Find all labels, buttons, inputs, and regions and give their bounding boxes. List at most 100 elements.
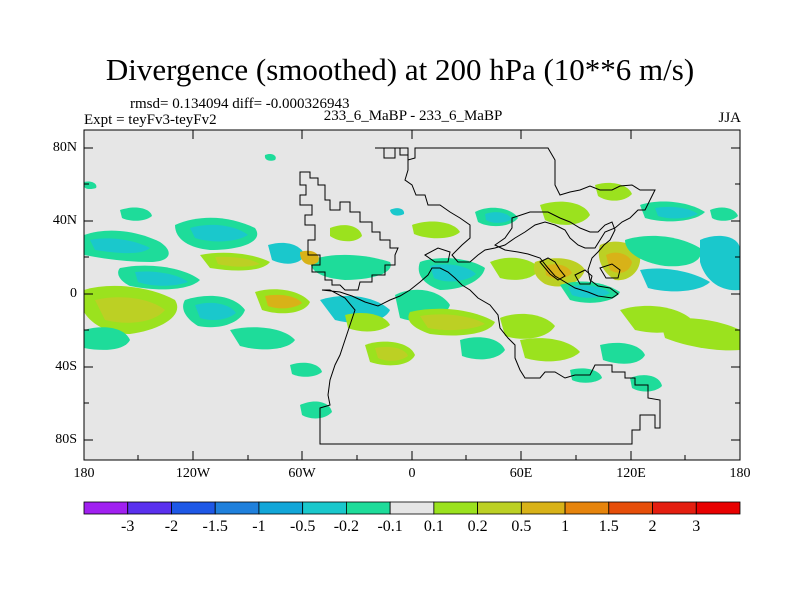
contour-blob (84, 181, 97, 190)
contour-blob (300, 250, 319, 265)
contour-blob (375, 346, 408, 361)
contour-blob (630, 375, 662, 392)
contour-blob (606, 252, 632, 273)
colorbar-swatch (83, 501, 129, 515)
contour-blob (655, 206, 698, 219)
landmass-outline (383, 148, 396, 159)
colorbar-swatch (389, 501, 435, 515)
colorbar (83, 501, 741, 515)
colorbar-label: -3 (121, 518, 135, 535)
lon-label-60e: 60E (509, 466, 533, 481)
contour-blob (90, 238, 150, 254)
colorbar-swatch (608, 501, 653, 515)
contour-blob (345, 313, 390, 332)
contour-blob (490, 257, 540, 280)
contour-blob (568, 285, 610, 298)
lat-label-80s: 80S (55, 432, 77, 447)
landmass-outline (424, 247, 451, 263)
axis-ticks (84, 130, 740, 460)
colorbar-swatch (127, 501, 172, 515)
colorbar-swatch (695, 501, 741, 515)
contour-blob (120, 207, 152, 221)
contour-blob (95, 297, 165, 323)
season-label: JJA (718, 110, 741, 126)
colorbar-label: -1 (252, 518, 266, 535)
lat-label-80n: 80N (52, 140, 77, 155)
colorbar-swatch (520, 501, 566, 515)
contour-blob (412, 221, 460, 239)
contour-blob (330, 225, 362, 242)
colorbar-label: 0.2 (467, 518, 488, 535)
contour-blob (640, 268, 710, 292)
colorbar-label: 0.5 (511, 518, 532, 535)
contour-blob (520, 338, 580, 362)
lon-label-120w: 120W (175, 466, 211, 481)
contour-blob (570, 368, 602, 383)
contour-blob (195, 302, 236, 321)
contour-blob (710, 207, 738, 221)
contour-blob (625, 235, 701, 267)
lon-label-180e: 180 (729, 466, 751, 481)
lon-label-180w: 180 (73, 466, 95, 481)
contour-blob (420, 314, 485, 331)
contour-blob (600, 342, 645, 364)
colorbar-swatch (214, 501, 260, 515)
contour-blob (485, 212, 512, 223)
colorbar-label: -0.1 (377, 518, 403, 535)
colorbar-swatch (652, 501, 697, 515)
contour-blob (290, 362, 322, 377)
contour-blob (390, 208, 405, 216)
contour-blob (135, 271, 188, 286)
landmass-outline (375, 147, 656, 263)
lat-label-40s: 40S (55, 359, 77, 374)
colorbar-swatch (433, 501, 479, 515)
lon-label-120e: 120E (616, 466, 646, 481)
lat-label-0: 0 (70, 286, 77, 301)
colorbar-label: 1.5 (598, 518, 619, 535)
lon-label-60w: 60W (288, 466, 316, 481)
contour-blob (230, 327, 295, 350)
colorbar-label: -0.2 (333, 518, 360, 535)
colorbar-label: -0.5 (289, 518, 316, 535)
contour-blob (310, 254, 391, 280)
experiment-text: Expt = teyFv3-teyFv2 (84, 112, 217, 128)
colorbar-swatch (564, 501, 610, 515)
colorbar-label: -2 (164, 518, 179, 535)
contour-blob (700, 235, 740, 291)
contour-blob (268, 242, 305, 264)
colorbar-label: 3 (692, 518, 701, 535)
contour-blob (264, 153, 276, 161)
contour-blob (540, 201, 590, 225)
colorbar-swatch (345, 501, 391, 515)
colorbar-label: 1 (561, 518, 570, 535)
landmass-outline (574, 269, 593, 285)
contour-blob (265, 294, 302, 309)
map-title: Divergence (smoothed) at 200 hPa (10**6 … (105, 52, 695, 87)
colorbar-label: 0.1 (423, 518, 444, 535)
contour-blob (84, 327, 130, 350)
rmsd-text: rmsd= 0.134094 diff= -0.000326943 (130, 96, 350, 112)
landmass-outline (319, 267, 661, 445)
landmass-outline (599, 263, 621, 279)
colorbar-label: -1.5 (202, 518, 228, 535)
continent-outlines (299, 147, 661, 445)
case-text: 233_6_MaBP - 233_6_MaBP (323, 108, 503, 124)
contour-blob (300, 401, 332, 419)
landmass-outline (539, 257, 566, 281)
lon-label-0: 0 (408, 466, 416, 481)
colorbar-label: 2 (648, 518, 657, 535)
contour-blob (190, 224, 248, 242)
landmass-outline (494, 211, 619, 299)
colorbar-swatch (477, 501, 522, 515)
colorbar-swatch (302, 501, 347, 515)
contour-blob (660, 318, 740, 351)
contour-blob (460, 337, 505, 360)
contour-blob (595, 182, 632, 201)
contour-blob (215, 256, 260, 267)
colorbar-swatch (258, 501, 304, 515)
colorbar-swatch (171, 501, 216, 515)
contour-blob (500, 313, 555, 339)
landmass-outline (299, 171, 399, 291)
divergence-field (84, 153, 740, 419)
